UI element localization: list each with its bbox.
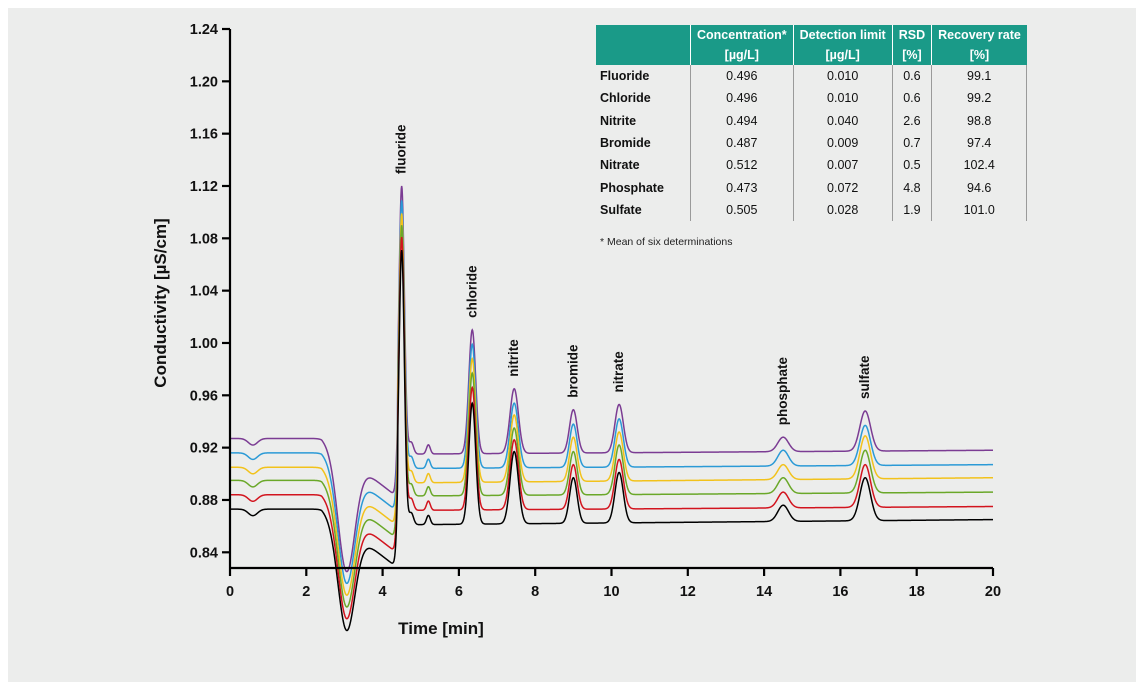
chart-axes: 0.84 0.88 0.92 0.96 1.00 1.04 1.08 1.12 1.16 1.20… [190, 22, 1001, 600]
table-cell: 99.2 [931, 87, 1028, 110]
table-cell: 102.4 [931, 154, 1028, 177]
results-table: Concentration* Detection limit RSD Recov… [596, 25, 1028, 222]
x-tick-label: 2 [302, 584, 310, 600]
x-tick-label: 12 [680, 584, 696, 600]
y-tick-label: 0.92 [190, 441, 218, 457]
y-tick-label: 1.04 [190, 284, 218, 300]
y-tick-label: 0.96 [190, 388, 218, 404]
table-cell: 0.040 [793, 109, 893, 132]
chromatogram-series-line [230, 185, 993, 573]
chromatogram-series-line [230, 225, 993, 608]
header-unit-cell [596, 45, 691, 65]
table-row-label: Phosphate [596, 176, 691, 199]
x-tick-label: 18 [909, 584, 925, 600]
peak-labels: fluoride chloride nitrite bromide nitrate pho… [394, 124, 873, 425]
table-cell: 0.473 [690, 176, 794, 199]
table-cell: 0.487 [690, 131, 794, 155]
table-cell: 2.6 [892, 109, 933, 132]
peak-label-bromide: bromide [565, 344, 580, 398]
chromatogram-series-line [230, 249, 994, 632]
x-tick-label: 6 [455, 584, 463, 600]
y-tick-label: 0.88 [190, 493, 218, 509]
table-cell: 0.6 [892, 87, 933, 110]
table-cell: 97.4 [931, 131, 1028, 155]
y-tick-label: 1.24 [190, 22, 218, 38]
chromatogram-series-line [230, 200, 993, 585]
table-row-label: Sulfate [596, 198, 691, 222]
header-unit-cell: [%] [931, 45, 1027, 65]
header-cell: Recovery rate [931, 25, 1027, 45]
table-cell: 0.009 [793, 131, 893, 155]
header-cell [596, 25, 691, 45]
y-tick-label: 1.16 [190, 127, 218, 143]
peak-label-nitrate: nitrate [611, 351, 626, 393]
peak-label-phosphate: phosphate [775, 356, 790, 425]
table-cell: 0.6 [892, 65, 933, 88]
y-tick-label: 1.00 [190, 336, 218, 352]
table-cell: 0.496 [690, 65, 794, 88]
header-cell: Concentration* [690, 25, 794, 45]
x-tick-label: 0 [226, 584, 234, 600]
table-cell: 0.7 [892, 131, 933, 155]
peak-label-fluoride: fluoride [394, 124, 409, 174]
table-cell: 0.010 [793, 65, 893, 88]
table-row: Nitrate 0.512 0.007 0.5 102.4 [596, 154, 1028, 177]
y-axis-title: Conductivity [µS/cm] [151, 218, 170, 387]
header-unit-cell: [µg/L] [793, 45, 893, 65]
table-row: Phosphate 0.473 0.072 4.8 94.6 [596, 176, 1028, 199]
table-cell: 99.1 [931, 65, 1028, 88]
x-tick-label: 10 [603, 584, 619, 600]
table-cell: 0.496 [690, 87, 794, 110]
x-tick-label: 16 [832, 584, 848, 600]
y-tick-label: 0.84 [190, 545, 218, 561]
x-tick-label: 8 [531, 584, 539, 600]
table-header-row-1: Concentration* Detection limit RSD Recov… [596, 25, 1027, 45]
table-cell: 0.072 [793, 176, 893, 199]
header-unit-cell: [%] [892, 45, 933, 65]
x-tick-label: 14 [756, 584, 772, 600]
header-cell: RSD [892, 25, 933, 45]
header-unit-cell: [µg/L] [690, 45, 794, 65]
table-cell: 98.8 [931, 109, 1028, 132]
header-cell: Detection limit [793, 25, 893, 45]
peak-label-nitrite: nitrite [506, 339, 521, 377]
table-row: Fluoride 0.496 0.010 0.6 99.1 [596, 65, 1028, 88]
table-cell: 4.8 [892, 176, 933, 199]
table-row: Nitrite 0.494 0.040 2.6 98.8 [596, 109, 1028, 132]
table-cell: 0.007 [793, 154, 893, 177]
table-row-label: Nitrate [596, 154, 691, 177]
peak-label-sulfate: sulfate [857, 355, 872, 399]
table-footnote: * Mean of six determinations [600, 236, 733, 248]
chromatogram-chart: 0.84 0.88 0.92 0.96 1.00 1.04 1.08 1.12 1.16 1.20… [151, 22, 1001, 638]
peak-label-chloride: chloride [464, 265, 479, 318]
table-cell: 0.028 [793, 198, 893, 222]
table-row: Bromide 0.487 0.009 0.7 97.4 [596, 131, 1028, 155]
y-tick-label: 1.20 [190, 74, 218, 90]
chromatogram-series-line [230, 236, 993, 620]
x-tick-label: 20 [985, 584, 1001, 600]
table-header-row-2: [µg/L] [µg/L] [%] [%] [596, 45, 1027, 65]
table-row: Sulfate 0.505 0.028 1.9 101.0 [596, 198, 1028, 222]
chromatogram-curves [230, 185, 994, 632]
y-tick-label: 1.08 [190, 231, 218, 247]
table-row-label: Nitrite [596, 109, 691, 132]
chromatogram-series-line [230, 213, 993, 596]
table-cell: 94.6 [931, 176, 1028, 199]
table-cell: 0.010 [793, 87, 893, 110]
table-body: Fluoride 0.496 0.010 0.6 99.1 Chloride 0.496 0.… [596, 65, 1028, 222]
table-cell: 0.5 [892, 154, 933, 177]
x-axis-title: Time [min] [398, 619, 484, 638]
table-row-label: Chloride [596, 87, 691, 110]
table-cell: 0.512 [690, 154, 794, 177]
table-cell: 0.494 [690, 109, 794, 132]
table-row-label: Fluoride [596, 65, 691, 88]
table-row: Chloride 0.496 0.010 0.6 99.2 [596, 87, 1028, 110]
table-cell: 101.0 [931, 198, 1028, 222]
x-tick-label: 4 [379, 584, 387, 600]
chart-panel: 0.84 0.88 0.92 0.96 1.00 1.04 1.08 1.12 1.16 1.20… [8, 8, 1136, 682]
table-cell: 0.505 [690, 198, 794, 222]
y-tick-label: 1.12 [190, 179, 218, 195]
table-row-label: Bromide [596, 131, 691, 155]
table-cell: 1.9 [892, 198, 933, 222]
